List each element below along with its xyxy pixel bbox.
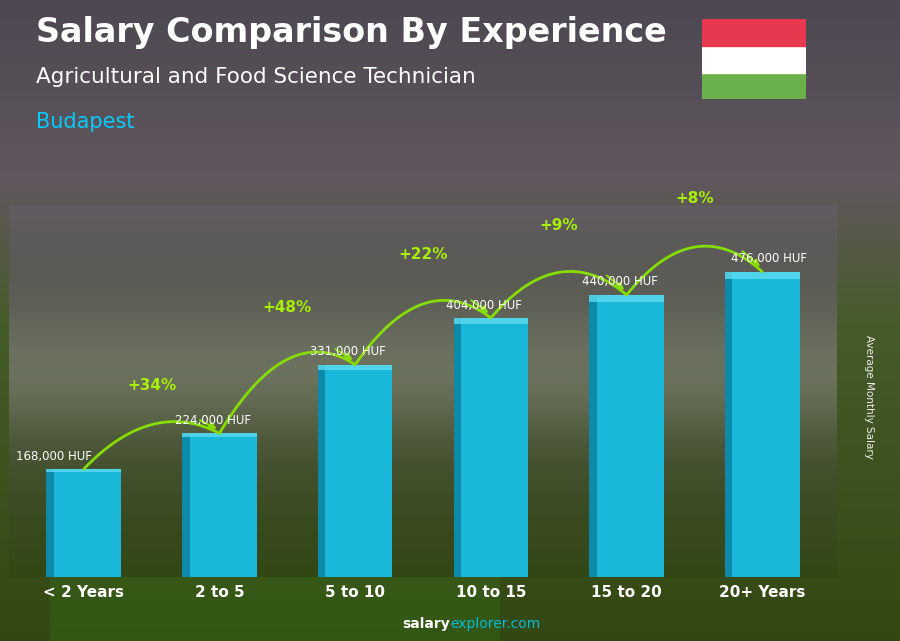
Bar bbox=[454, 318, 461, 577]
Text: Salary Comparison By Experience: Salary Comparison By Experience bbox=[36, 16, 667, 49]
Bar bbox=[318, 365, 392, 370]
Bar bbox=[590, 295, 664, 577]
Text: +8%: +8% bbox=[675, 191, 714, 206]
Text: +9%: +9% bbox=[539, 219, 578, 233]
Bar bbox=[590, 295, 664, 302]
Text: +22%: +22% bbox=[399, 247, 448, 262]
Bar bbox=[702, 19, 806, 46]
Text: salary: salary bbox=[402, 617, 450, 631]
Bar bbox=[46, 469, 54, 577]
Bar bbox=[454, 318, 528, 577]
Bar bbox=[725, 272, 733, 577]
Bar bbox=[318, 365, 325, 577]
Bar bbox=[182, 433, 190, 577]
Text: 224,000 HUF: 224,000 HUF bbox=[175, 414, 250, 427]
Bar bbox=[702, 72, 806, 99]
Text: +34%: +34% bbox=[127, 378, 176, 393]
Bar bbox=[454, 318, 528, 324]
Bar bbox=[590, 295, 597, 577]
Text: 168,000 HUF: 168,000 HUF bbox=[16, 450, 92, 463]
Bar bbox=[725, 272, 800, 279]
Bar bbox=[702, 46, 806, 72]
Bar bbox=[46, 469, 121, 577]
Bar bbox=[725, 272, 800, 577]
Text: 331,000 HUF: 331,000 HUF bbox=[310, 345, 386, 358]
Bar bbox=[182, 433, 256, 437]
Text: 404,000 HUF: 404,000 HUF bbox=[446, 299, 522, 312]
Text: 476,000 HUF: 476,000 HUF bbox=[731, 253, 807, 265]
Text: Average Monthly Salary: Average Monthly Salary bbox=[863, 335, 874, 460]
Text: explorer.com: explorer.com bbox=[450, 617, 540, 631]
Bar bbox=[46, 469, 121, 472]
Text: Agricultural and Food Science Technician: Agricultural and Food Science Technician bbox=[36, 67, 476, 87]
Bar bbox=[182, 433, 256, 577]
Text: +48%: +48% bbox=[263, 300, 312, 315]
Bar bbox=[318, 365, 392, 577]
Text: 440,000 HUF: 440,000 HUF bbox=[582, 276, 658, 288]
Text: Budapest: Budapest bbox=[36, 112, 134, 132]
